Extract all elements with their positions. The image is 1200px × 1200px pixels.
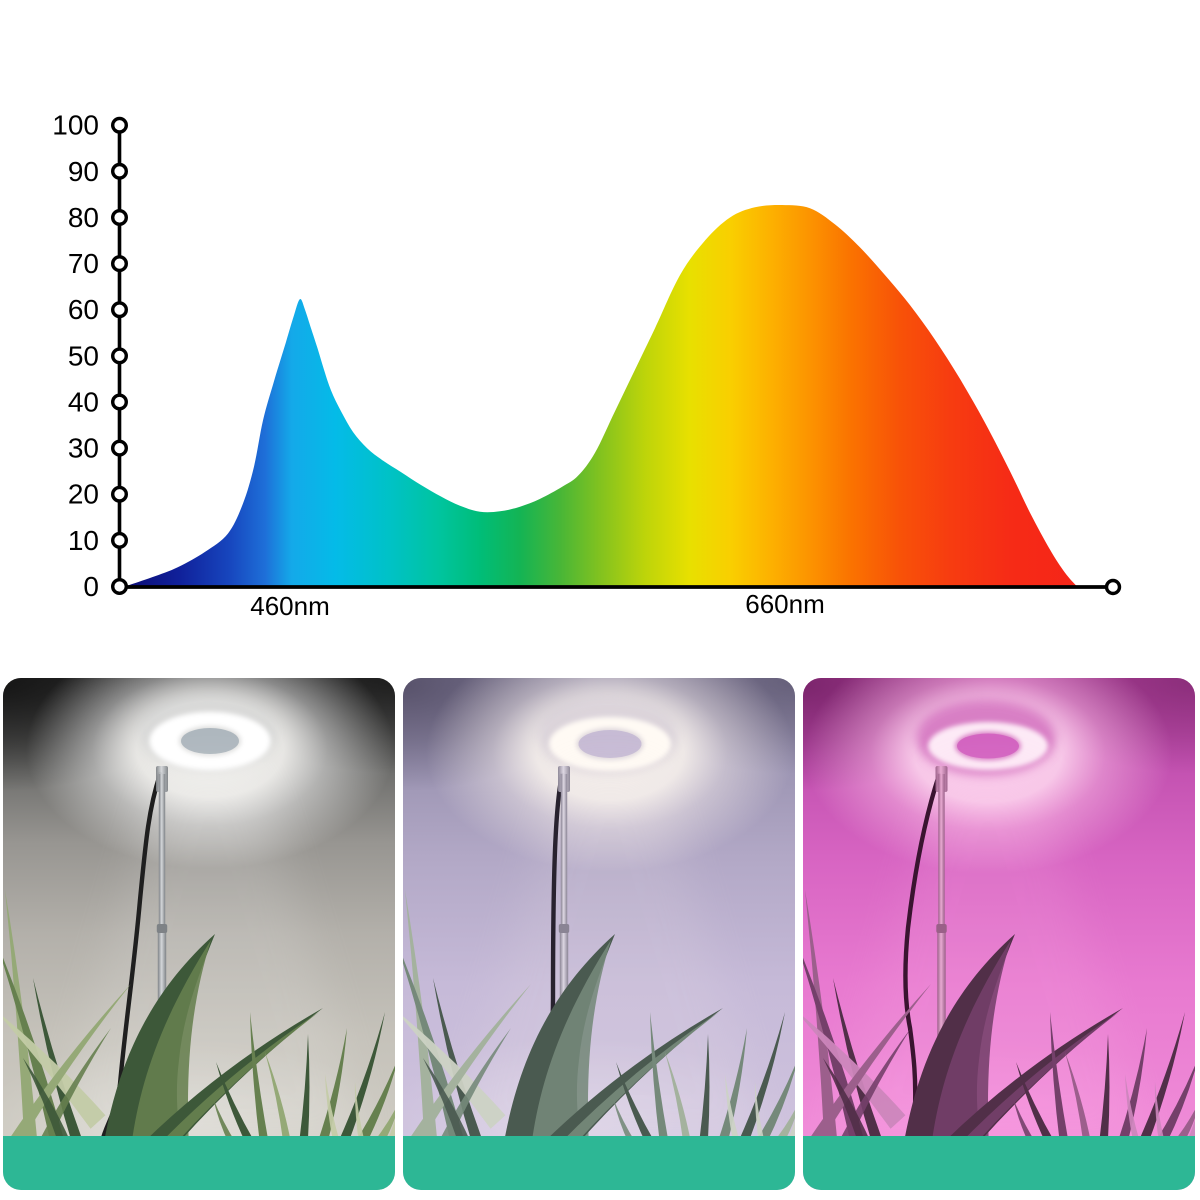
svg-text:460nm: 460nm xyxy=(250,591,330,621)
svg-text:10: 10 xyxy=(68,525,99,556)
svg-text:80: 80 xyxy=(68,202,99,233)
svg-text:40: 40 xyxy=(68,387,99,418)
svg-text:50: 50 xyxy=(68,340,99,371)
svg-text:90: 90 xyxy=(68,156,99,187)
svg-text:100: 100 xyxy=(52,110,99,141)
svg-text:30: 30 xyxy=(68,433,99,464)
svg-text:60: 60 xyxy=(68,294,99,325)
svg-text:660nm: 660nm xyxy=(745,589,825,619)
svg-text:20: 20 xyxy=(68,479,99,510)
svg-text:70: 70 xyxy=(68,248,99,279)
svg-text:0: 0 xyxy=(83,571,99,602)
